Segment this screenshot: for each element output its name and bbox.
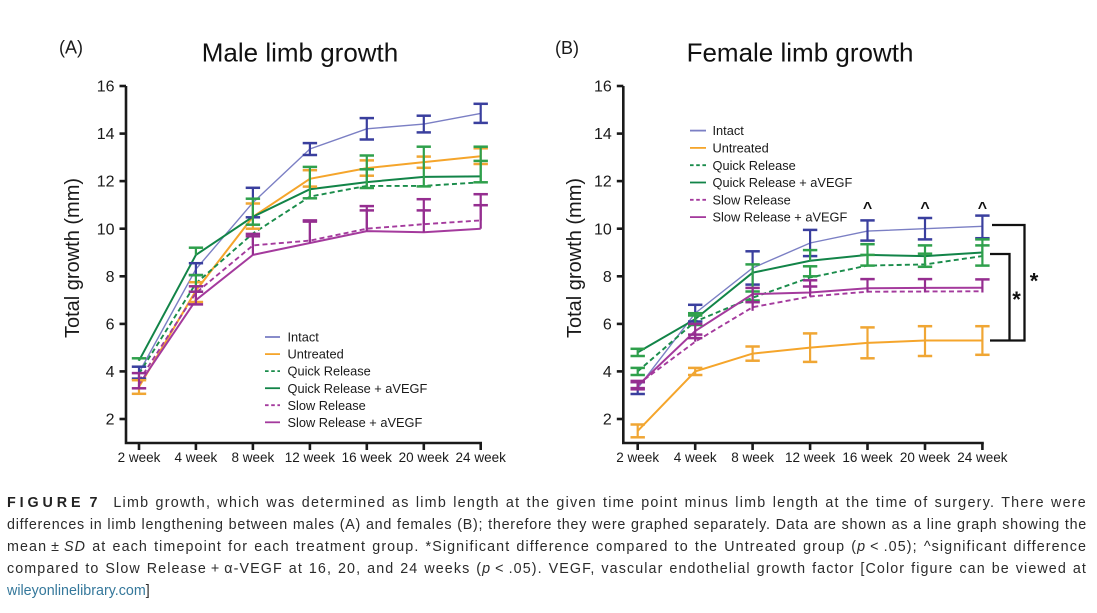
- svg-text:Slow Release + aVEGF: Slow Release + aVEGF: [288, 415, 423, 430]
- svg-text:(A): (A): [59, 38, 83, 58]
- svg-text:Slow Release: Slow Release: [713, 192, 791, 207]
- svg-text:24 week: 24 week: [957, 450, 1008, 465]
- svg-text:6: 6: [106, 317, 115, 334]
- svg-text:^: ^: [978, 200, 987, 217]
- svg-text:8: 8: [603, 269, 612, 286]
- svg-text:4: 4: [106, 364, 115, 381]
- svg-text:(B): (B): [555, 38, 579, 58]
- svg-text:Untreated: Untreated: [713, 141, 769, 156]
- svg-text:2 week: 2 week: [616, 450, 659, 465]
- svg-text:16 week: 16 week: [342, 450, 393, 465]
- svg-text:Total growth (mm): Total growth (mm): [62, 178, 84, 338]
- svg-text:16: 16: [594, 79, 612, 96]
- svg-text:Untreated: Untreated: [288, 347, 344, 362]
- svg-text:8 week: 8 week: [232, 450, 275, 465]
- svg-text:*: *: [1030, 269, 1039, 294]
- svg-text:2: 2: [106, 412, 115, 429]
- svg-text:12 week: 12 week: [285, 450, 336, 465]
- svg-text:4 week: 4 week: [175, 450, 218, 465]
- svg-text:Intact: Intact: [713, 123, 745, 138]
- svg-text:*: *: [1012, 287, 1021, 312]
- svg-text:Total growth (mm): Total growth (mm): [564, 178, 586, 338]
- svg-text:Intact: Intact: [288, 330, 320, 345]
- svg-text:Slow Release: Slow Release: [288, 398, 366, 413]
- svg-text:Quick Release + aVEGF: Quick Release + aVEGF: [713, 175, 853, 190]
- svg-text:12 week: 12 week: [785, 450, 836, 465]
- svg-text:24 week: 24 week: [456, 450, 507, 465]
- svg-text:Male limb growth: Male limb growth: [202, 38, 399, 68]
- svg-text:6: 6: [603, 317, 612, 334]
- svg-text:Quick Release: Quick Release: [713, 158, 796, 173]
- svg-text:10: 10: [97, 221, 115, 238]
- svg-text:2: 2: [603, 412, 612, 429]
- svg-text:14: 14: [594, 126, 612, 143]
- svg-text:^: ^: [920, 200, 929, 217]
- svg-text:2 week: 2 week: [118, 450, 161, 465]
- svg-text:Female limb growth: Female limb growth: [687, 38, 914, 68]
- svg-text:Quick Release + aVEGF: Quick Release + aVEGF: [288, 381, 428, 396]
- svg-text:4: 4: [603, 364, 612, 381]
- svg-text:16 week: 16 week: [842, 450, 893, 465]
- svg-text:20 week: 20 week: [399, 450, 450, 465]
- svg-text:12: 12: [594, 174, 612, 191]
- svg-text:Slow Release + aVEGF: Slow Release + aVEGF: [713, 210, 848, 225]
- svg-text:^: ^: [863, 200, 872, 217]
- svg-text:16: 16: [97, 79, 115, 96]
- svg-text:10: 10: [594, 221, 612, 238]
- svg-text:20 week: 20 week: [900, 450, 951, 465]
- svg-text:4 week: 4 week: [674, 450, 717, 465]
- svg-text:8 week: 8 week: [731, 450, 774, 465]
- svg-text:8: 8: [106, 269, 115, 286]
- svg-text:Quick Release: Quick Release: [288, 364, 371, 379]
- svg-text:14: 14: [97, 126, 115, 143]
- svg-text:12: 12: [97, 174, 115, 191]
